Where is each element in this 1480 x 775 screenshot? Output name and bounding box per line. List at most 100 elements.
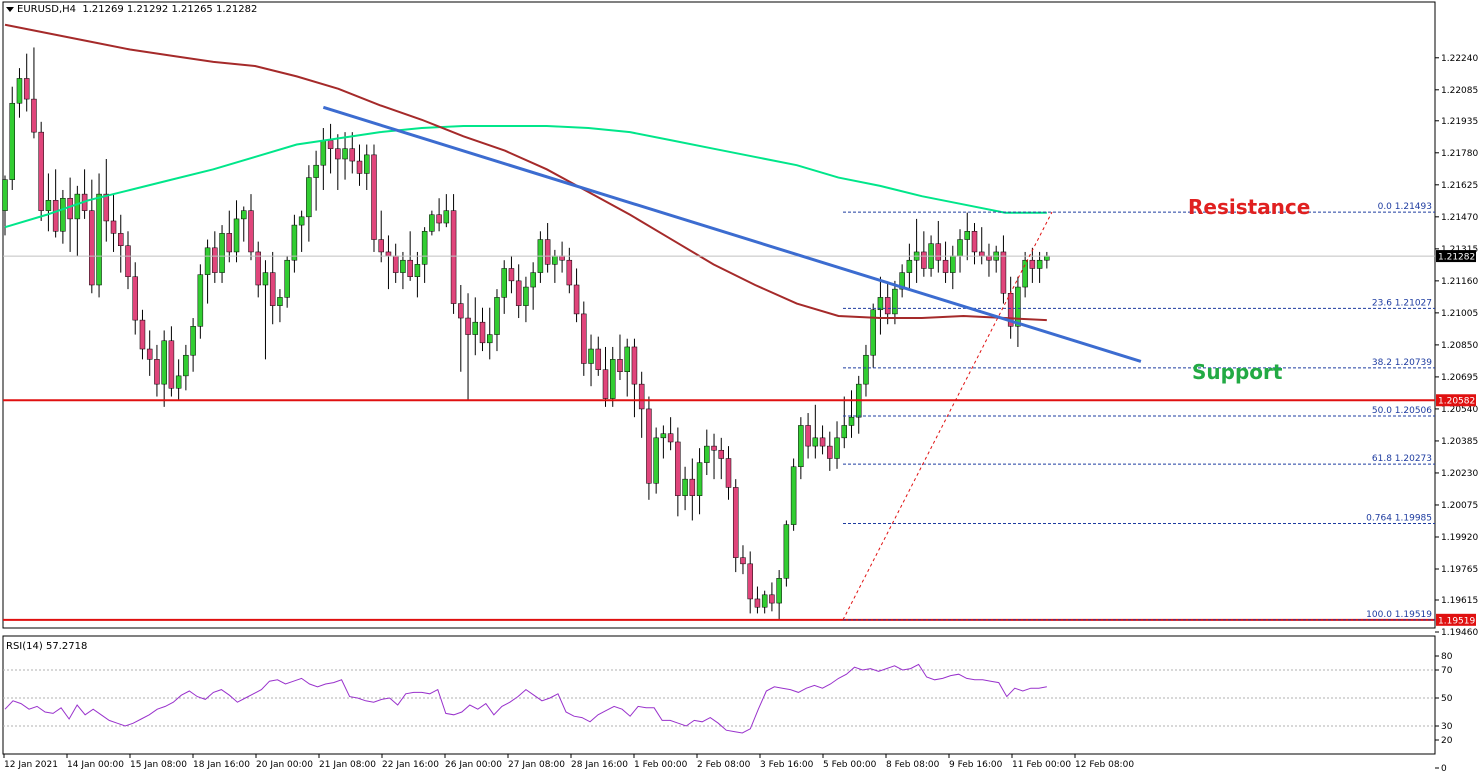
rsi-tick-label: 0 — [1441, 764, 1447, 774]
time-tick-label: 11 Feb 00:00 — [1012, 760, 1071, 770]
time-tick-label: 27 Jan 08:00 — [508, 760, 565, 770]
candle-body — [552, 255, 558, 265]
candle-body — [711, 445, 717, 451]
candle-body — [718, 449, 725, 459]
candle-body — [255, 251, 261, 286]
candle-body — [725, 458, 732, 488]
candle-body — [559, 255, 565, 261]
candle-body — [1022, 259, 1028, 288]
candle-body — [870, 309, 876, 356]
candle-body — [342, 148, 348, 160]
price-tick-label: 1.19460 — [1441, 628, 1478, 638]
candle-body — [769, 594, 775, 604]
rsi-line — [4, 663, 1047, 734]
price-tick-label: 1.21005 — [1441, 309, 1478, 319]
candle-body — [472, 321, 479, 335]
candle-body — [631, 346, 638, 385]
candle-body — [16, 78, 23, 104]
candle-body — [212, 247, 218, 273]
price-tick-label: 1.21625 — [1441, 181, 1478, 191]
candle-body — [617, 359, 623, 372]
candle-body — [313, 164, 319, 178]
candle-body — [841, 425, 848, 439]
candle-body — [262, 272, 269, 286]
candle-body — [595, 348, 602, 370]
price-tick-label: 1.20075 — [1441, 501, 1478, 511]
candle-body — [161, 340, 167, 385]
time-tick-label: 14 Jan 00:00 — [67, 760, 124, 770]
candle-body — [957, 239, 963, 257]
candle-body — [675, 441, 681, 496]
candle-body — [248, 210, 254, 253]
time-tick-label: 9 Feb 16:00 — [949, 760, 1003, 770]
candle-body — [364, 154, 370, 174]
time-tick-label: 8 Feb 08:00 — [886, 760, 940, 770]
candle-body — [682, 478, 688, 496]
price-tick-label: 1.22240 — [1441, 54, 1478, 64]
candle-body — [848, 416, 855, 426]
candle-body — [732, 487, 739, 558]
fib-level-label: 61.8 1.20273 — [1372, 454, 1432, 464]
candle-body — [139, 319, 146, 350]
candle-body — [609, 359, 616, 399]
candle-body — [704, 445, 710, 463]
candle-body — [1044, 255, 1050, 261]
candle-body — [863, 354, 869, 385]
candle-body — [38, 131, 44, 211]
candle-body — [819, 437, 826, 447]
candle-body — [689, 478, 696, 496]
fib-level-label: 100.0 1.19519 — [1366, 610, 1432, 620]
time-axis: 12 Jan 2021 14 Jan 00:00 15 Jan 08:00 18 Ja… — [3, 754, 1134, 770]
candle-body — [67, 197, 73, 220]
price-tick-label: 1.21315 — [1441, 245, 1478, 255]
candle-body — [508, 268, 515, 282]
candle-body — [1015, 286, 1021, 327]
candle-body — [906, 259, 913, 273]
candle-body — [971, 231, 978, 253]
candle-body — [978, 251, 985, 257]
rsi-header: RSI(14) 57.2718 — [6, 641, 88, 652]
candle-body — [1000, 251, 1007, 294]
price-tick-label: 1.20695 — [1441, 373, 1478, 383]
candle-body — [486, 334, 493, 344]
candle-body — [226, 233, 233, 253]
candle-body — [696, 462, 703, 496]
candle-body — [335, 148, 341, 160]
candle-body — [761, 594, 768, 608]
time-tick-label: 3 Feb 16:00 — [760, 760, 814, 770]
candle-body — [986, 255, 992, 261]
candle-body — [168, 340, 175, 389]
candle-body — [327, 140, 334, 149]
candle-body — [754, 598, 761, 608]
candle-body — [834, 437, 840, 459]
candle-body — [31, 98, 37, 133]
candle-body — [45, 200, 52, 211]
fib-level-label: 0.0 1.21493 — [1378, 202, 1432, 212]
candle-body — [812, 437, 819, 447]
candle-body — [52, 200, 59, 232]
dropdown-triangle-icon[interactable] — [6, 6, 14, 12]
candle-body — [96, 193, 102, 286]
price-tick-label: 1.21470 — [1441, 213, 1478, 223]
candle-body — [602, 369, 609, 399]
candle-body — [653, 437, 659, 484]
candle-body — [458, 303, 464, 319]
moving-average-slow — [4, 124, 1047, 229]
candle-body — [892, 288, 898, 315]
candle-body — [146, 348, 153, 360]
candle-body — [798, 425, 804, 468]
candle-body — [465, 317, 471, 335]
candle-body — [776, 578, 782, 604]
candle-body — [1029, 259, 1036, 269]
candle-body — [356, 160, 363, 174]
price-tick-label: 1.19765 — [1441, 565, 1478, 575]
time-tick-label: 2 Feb 08:00 — [697, 760, 751, 770]
price-tick-label: 1.19615 — [1441, 596, 1478, 606]
time-tick-label: 28 Jan 16:00 — [571, 760, 628, 770]
candle-body — [827, 445, 833, 459]
candle-body — [443, 210, 450, 224]
descending-trendline — [322, 105, 1142, 363]
candle-body — [23, 78, 30, 100]
candle-body — [291, 224, 298, 261]
